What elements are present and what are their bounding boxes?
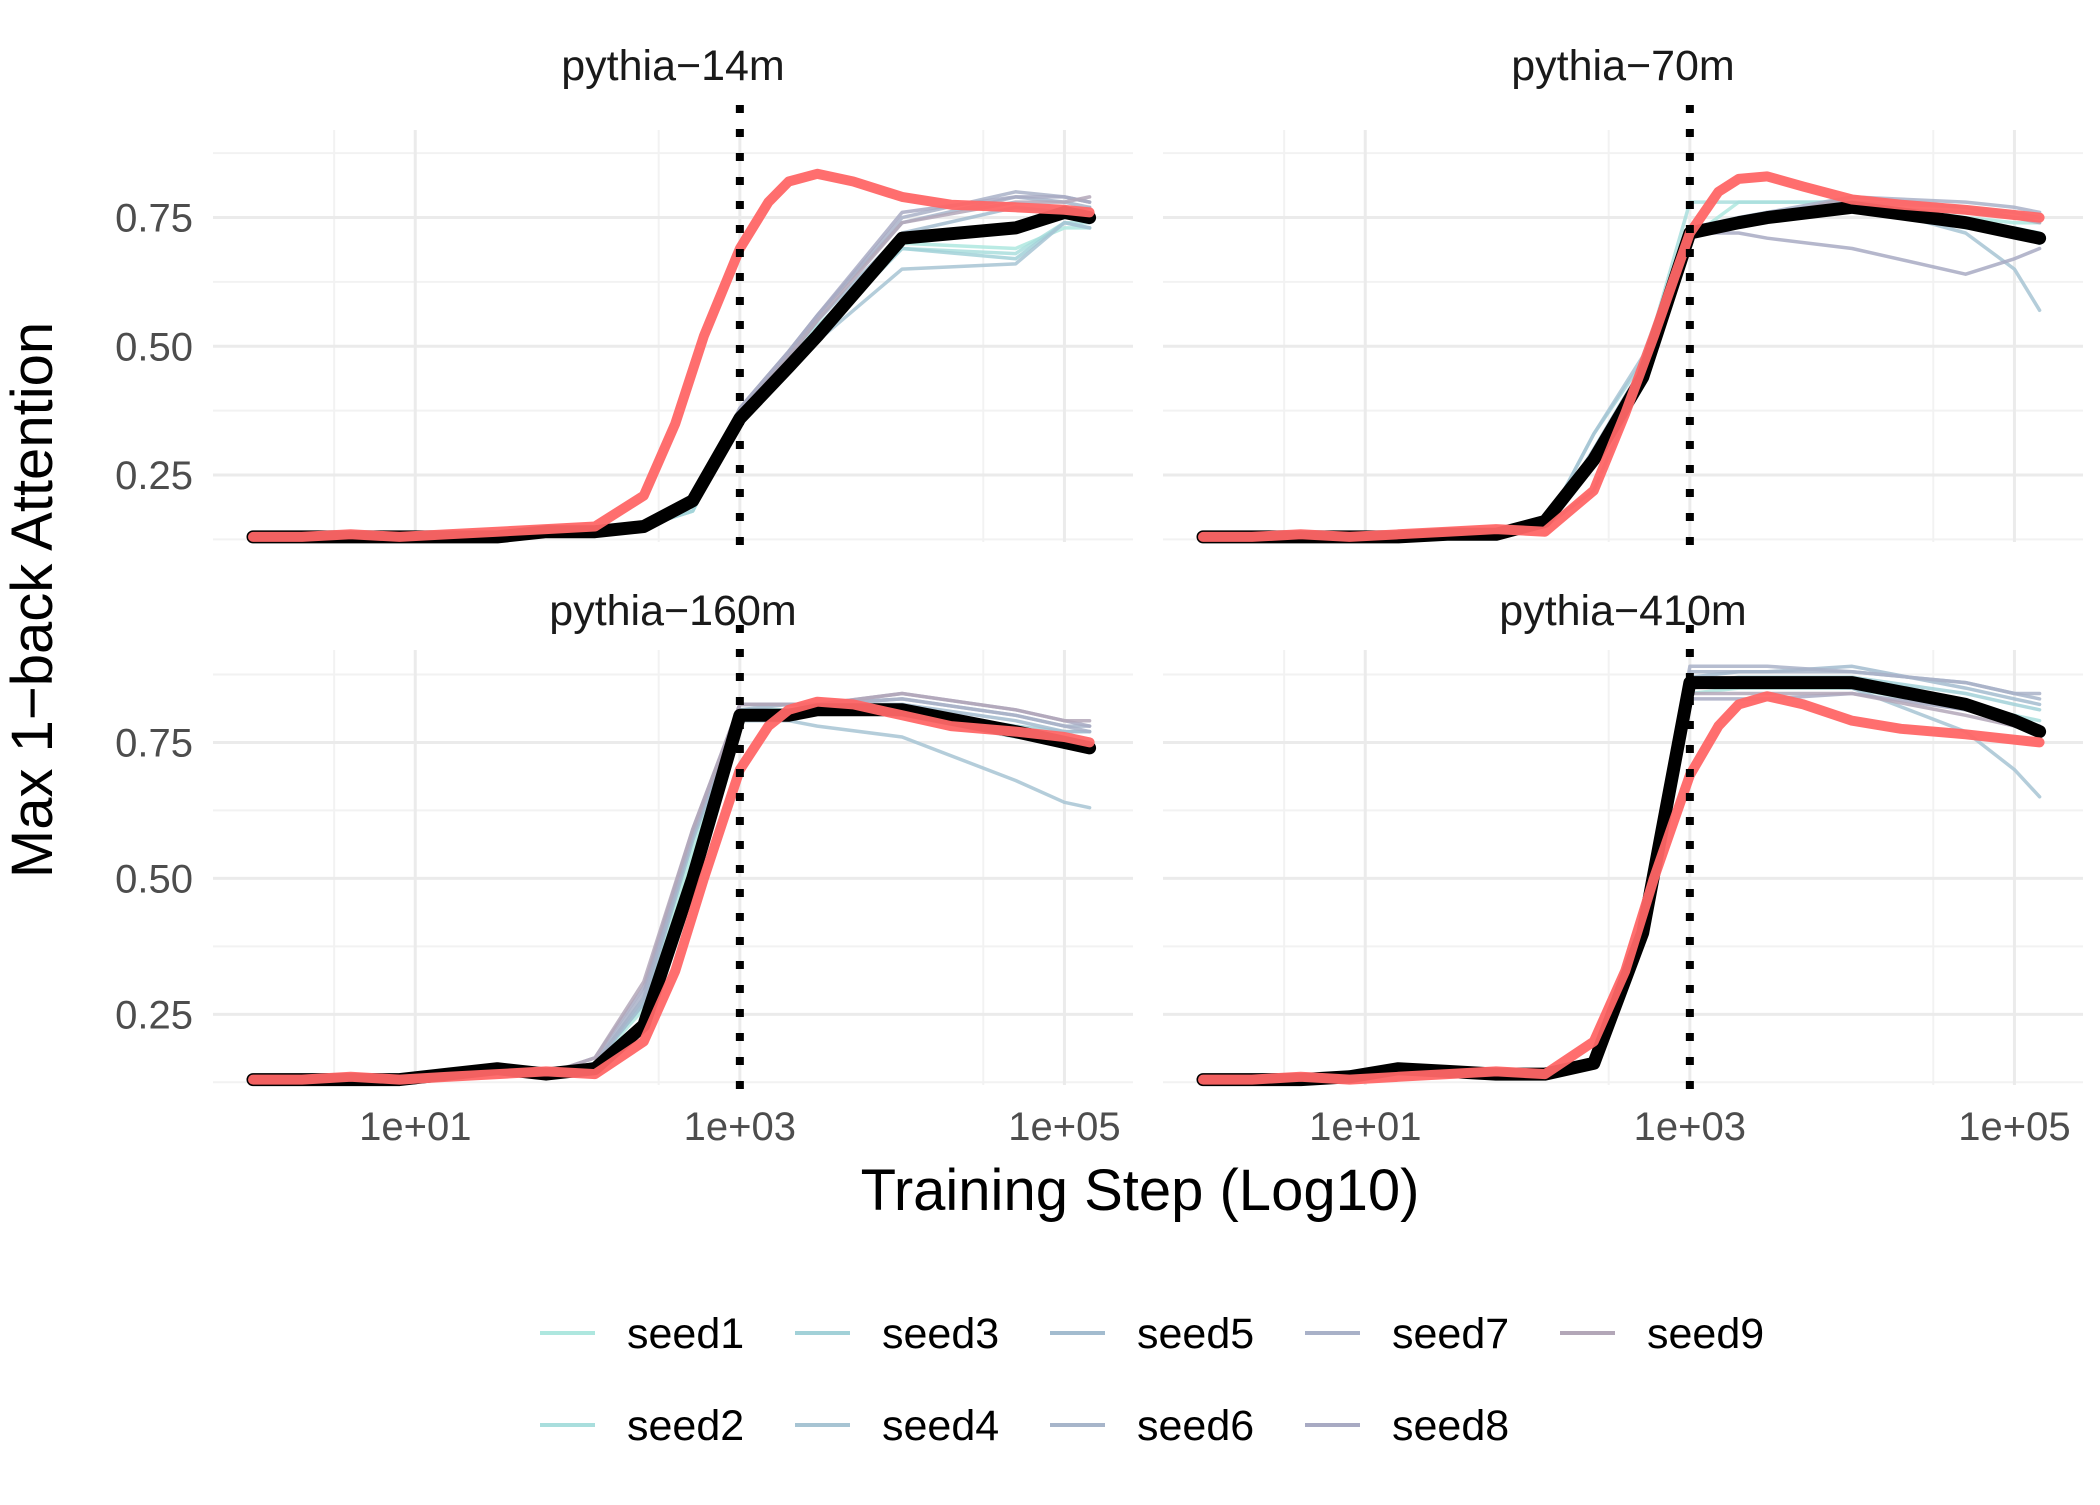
series-line-seed4 bbox=[1201, 200, 2042, 539]
series-line-seed4 bbox=[251, 220, 1092, 539]
series-line-seed8 bbox=[1201, 231, 2042, 539]
y-tick-label: 0.75 bbox=[115, 721, 193, 765]
series-line-seed7 bbox=[251, 190, 1092, 539]
panels-layer: 0.25 0.50 0.75 pythia−14m pythia−70m 0.25 0.50… bbox=[115, 42, 2083, 1149]
panel-3: 0.25 0.50 0.75 1e+01 1e+03 1e+05 pythia−160m bbox=[115, 587, 1133, 1149]
legend-item-seed3: seed3 bbox=[795, 1310, 999, 1358]
y-tick-label: 0.50 bbox=[115, 325, 193, 369]
legend-label: seed9 bbox=[1647, 1310, 1764, 1358]
panel-4: 1e+01 1e+03 1e+05 pythia−410m bbox=[1163, 587, 2083, 1149]
series-line-seed1 bbox=[1201, 686, 2042, 1082]
series-line-seed6 bbox=[251, 195, 1092, 539]
legend-label: seed7 bbox=[1392, 1310, 1509, 1358]
legend-item-seed8: seed8 bbox=[1305, 1402, 1509, 1450]
series-line-seed8 bbox=[251, 195, 1092, 539]
series-line-mean bbox=[246, 205, 1097, 544]
series-line-smooth bbox=[248, 696, 1095, 1085]
series-line-seed9 bbox=[251, 195, 1092, 539]
x-tick-label: 1e+05 bbox=[1958, 1105, 2070, 1149]
legend-item-seed4: seed4 bbox=[795, 1402, 999, 1450]
series-line-seed6 bbox=[1201, 200, 2042, 539]
series-line-smooth bbox=[248, 168, 1095, 542]
legend-label: seed5 bbox=[1137, 1310, 1254, 1358]
series-line-seed1 bbox=[251, 226, 1092, 539]
legend-label: seed3 bbox=[882, 1310, 999, 1358]
panel-1: 0.25 0.50 0.75 pythia−14m bbox=[115, 42, 1133, 554]
x-axis-title: Training Step (Log10) bbox=[861, 1158, 1420, 1223]
series-line-seed9 bbox=[1201, 195, 2042, 539]
x-tick-label: 1e+01 bbox=[1309, 1105, 1421, 1149]
series-line-seed9 bbox=[1201, 691, 2042, 1082]
legend-label: seed6 bbox=[1137, 1402, 1254, 1450]
series-line-seed7 bbox=[251, 697, 1092, 1082]
series-line-seed9 bbox=[251, 691, 1092, 1082]
series-line-seed7 bbox=[1201, 195, 2042, 539]
series-line-smooth bbox=[1198, 691, 2045, 1085]
legend-item-seed6: seed6 bbox=[1050, 1402, 1254, 1450]
series-line-seed5 bbox=[1201, 205, 2042, 539]
series-line-seed3 bbox=[1201, 205, 2042, 539]
x-tick-label: 1e+03 bbox=[684, 1105, 796, 1149]
legend-label: seed4 bbox=[882, 1402, 999, 1450]
y-axis-title: Max 1−back Attention bbox=[0, 322, 65, 878]
x-tick-label: 1e+01 bbox=[359, 1105, 471, 1149]
y-tick-label: 0.25 bbox=[115, 454, 193, 498]
legend-item-seed2: seed2 bbox=[540, 1402, 744, 1450]
panel-title: pythia−70m bbox=[1511, 42, 1735, 90]
legend-label: seed8 bbox=[1392, 1402, 1509, 1450]
y-tick-label: 0.25 bbox=[115, 993, 193, 1037]
panel-2: pythia−70m bbox=[1163, 42, 2083, 554]
x-tick-label: 1e+03 bbox=[1634, 1105, 1746, 1149]
legend-label: seed1 bbox=[627, 1310, 744, 1358]
x-tick-label: 1e+05 bbox=[1008, 1105, 1120, 1149]
legend-label: seed2 bbox=[627, 1402, 744, 1450]
series-line-smooth bbox=[1198, 171, 2045, 542]
panel-title: pythia−14m bbox=[561, 42, 785, 90]
series-line-seed5 bbox=[251, 205, 1092, 539]
legend-item-seed7: seed7 bbox=[1305, 1310, 1509, 1358]
series-line-seed8 bbox=[1201, 691, 2042, 1082]
legend-item-seed9: seed9 bbox=[1560, 1310, 1764, 1358]
panel-title: pythia−410m bbox=[1499, 587, 1746, 635]
series-line-seed8 bbox=[251, 691, 1092, 1082]
series-line-seed2 bbox=[251, 220, 1092, 539]
legend: seed1 seed3 seed5 seed7 seed9 seed2 seed4 seed6… bbox=[540, 1310, 1764, 1450]
series-line-seed6 bbox=[251, 697, 1092, 1082]
series-line-mean bbox=[1196, 200, 2047, 544]
y-tick-label: 0.50 bbox=[115, 857, 193, 901]
y-tick-label: 0.75 bbox=[115, 197, 193, 241]
panel-title: pythia−160m bbox=[549, 587, 796, 635]
legend-item-seed5: seed5 bbox=[1050, 1310, 1254, 1358]
series-line-seed3 bbox=[251, 220, 1092, 539]
legend-item-seed1: seed1 bbox=[540, 1310, 744, 1358]
series-line-seed2 bbox=[1201, 200, 2042, 539]
series-line-seed1 bbox=[1201, 200, 2042, 539]
